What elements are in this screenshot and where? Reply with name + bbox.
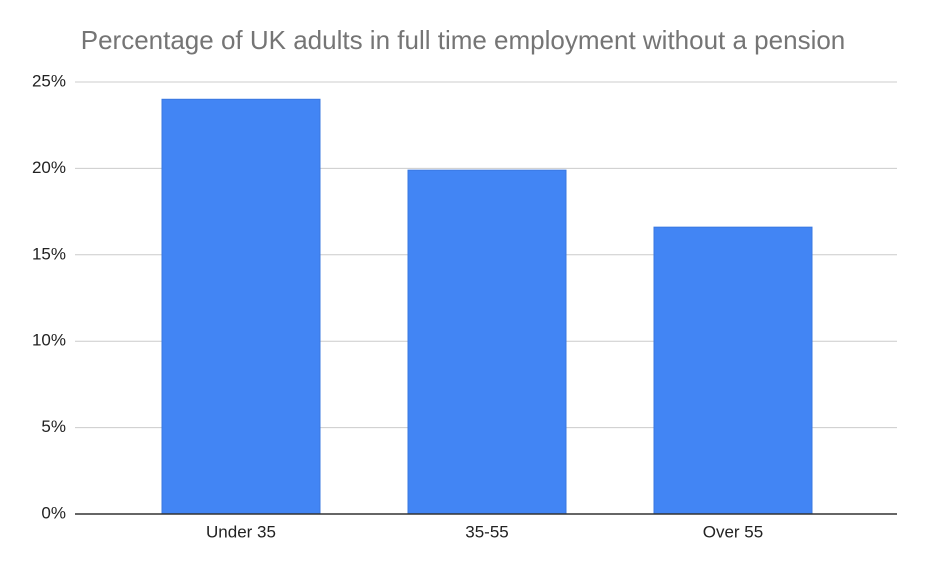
- x-tick-label: Over 55: [703, 522, 763, 541]
- y-tick-label: 0%: [41, 503, 66, 522]
- bar: [653, 226, 813, 515]
- x-tick-label: Under 35: [206, 522, 276, 541]
- x-tick-label: 35-55: [465, 522, 508, 541]
- bar: [161, 98, 321, 515]
- y-tick-label: 15%: [32, 244, 66, 263]
- bar: [407, 169, 567, 515]
- y-tick-label: 20%: [32, 158, 66, 177]
- y-tick-label: 10%: [32, 331, 66, 350]
- y-tick-label: 25%: [32, 71, 66, 90]
- y-tick-label: 5%: [41, 417, 66, 436]
- chart-title: Percentage of UK adults in full time emp…: [81, 25, 846, 55]
